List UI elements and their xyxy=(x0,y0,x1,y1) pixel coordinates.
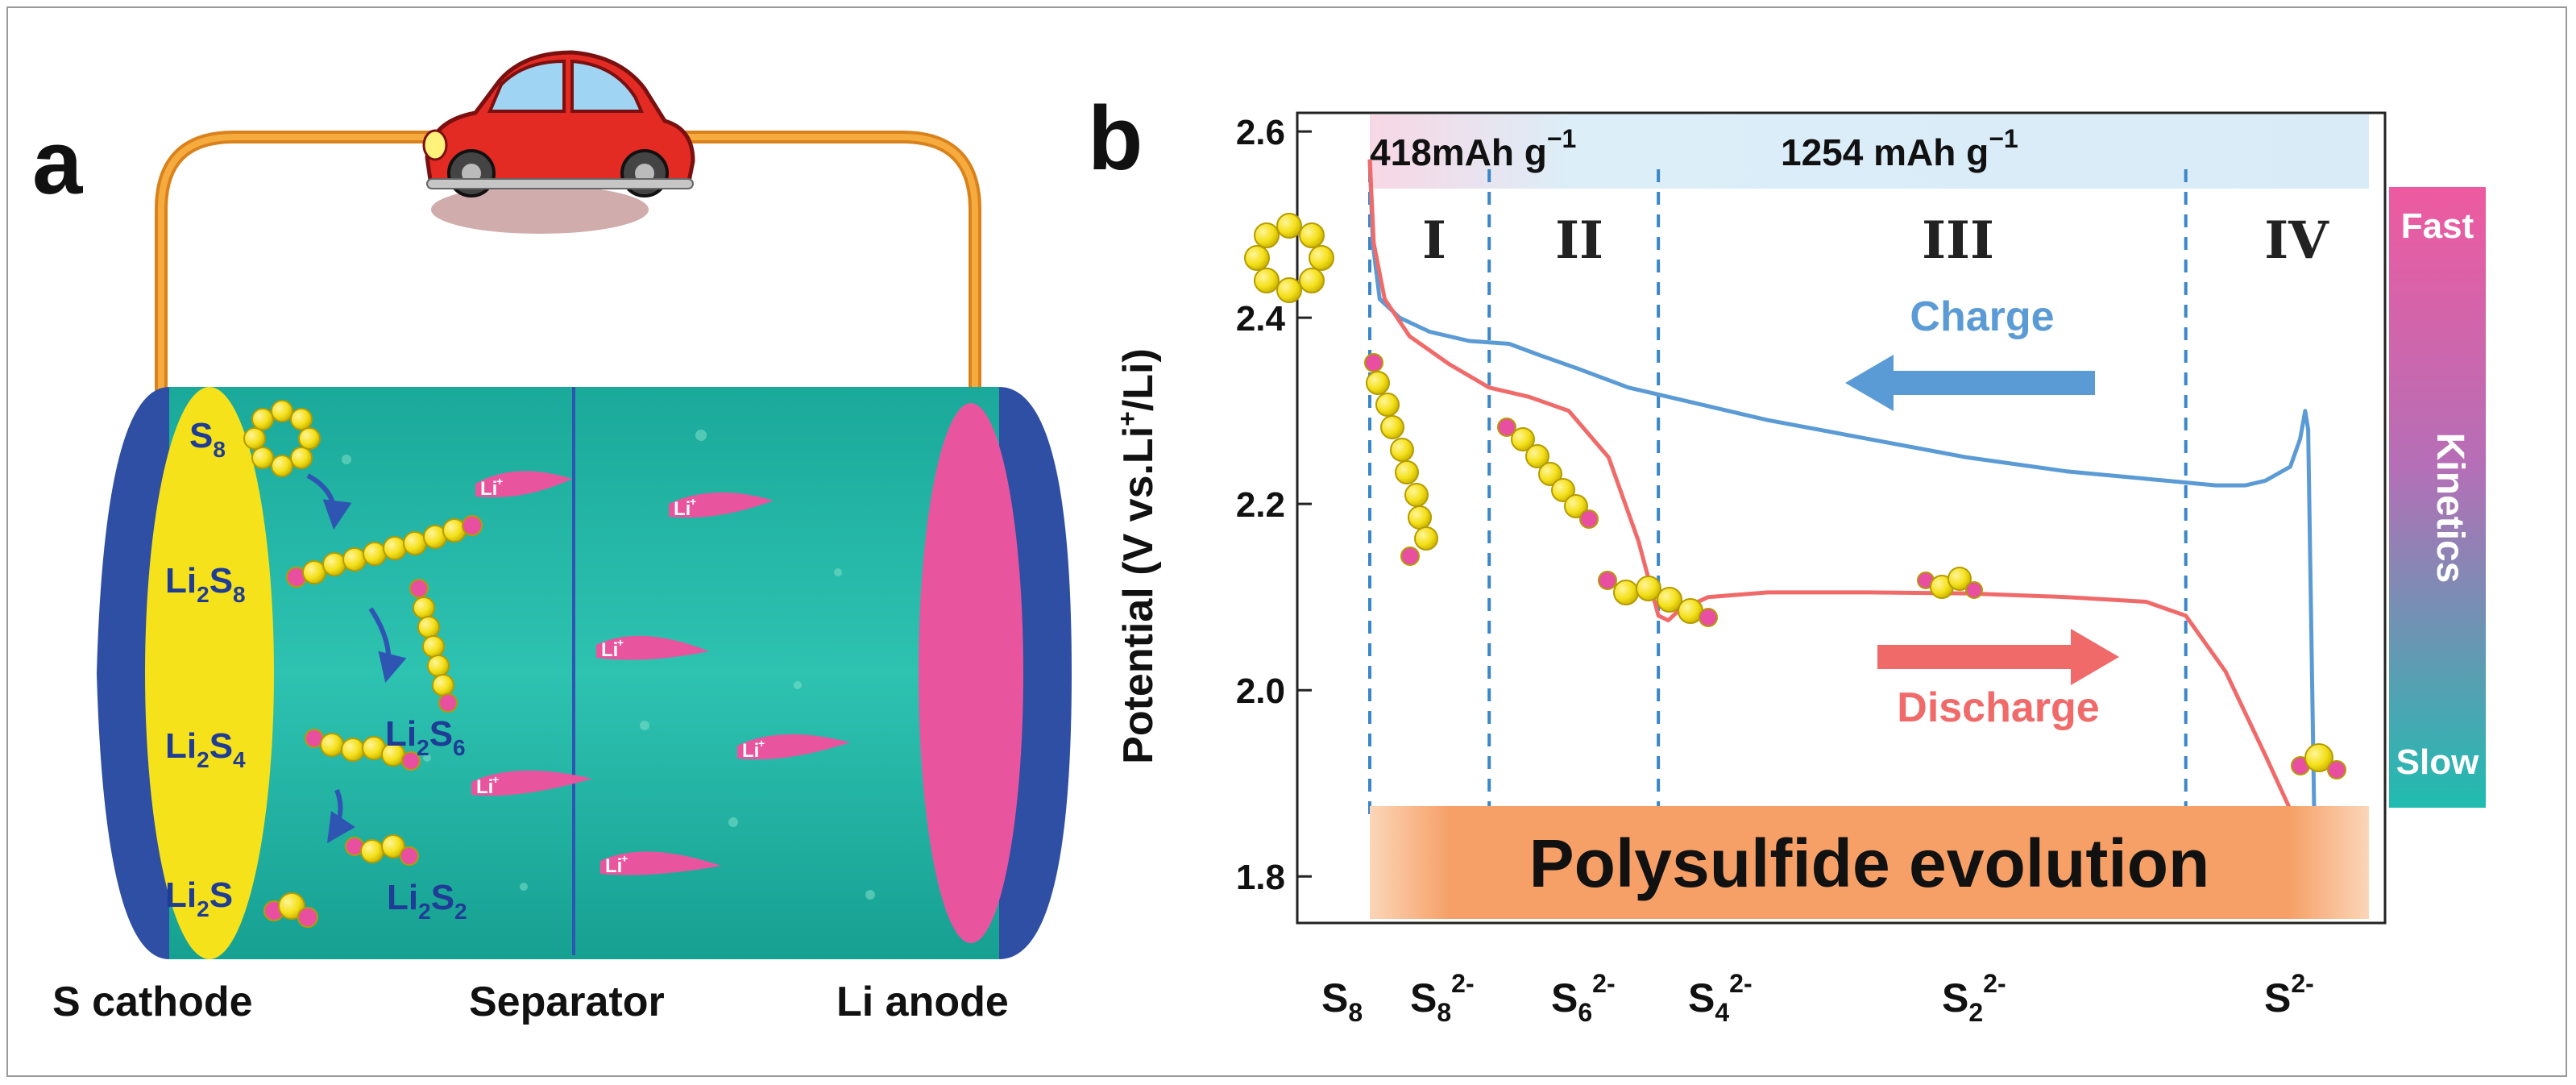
plot-axes xyxy=(1296,111,2387,925)
charge-label: Charge xyxy=(1910,293,2054,340)
discharge-arrow: Discharge xyxy=(1877,629,2119,731)
li-ion: Li + xyxy=(600,851,721,877)
stage-label-4: IV xyxy=(2264,210,2329,271)
y-tick-label: 1.8 xyxy=(1236,858,1285,897)
kinetics-middle-label: Kinetics xyxy=(2429,433,2471,584)
li2s6-chain xyxy=(409,579,458,713)
li-ion: Li + xyxy=(596,635,709,661)
figure-canvas: a xyxy=(32,50,2486,1027)
label-li2s8: Li2S8 xyxy=(165,561,246,607)
capacity-label-first: 418mAh g−1 xyxy=(1370,124,1576,173)
y-axis-ticks: 1.8 2.0 2.2 2.4 2.6 xyxy=(1236,113,1312,897)
s8-ring xyxy=(243,400,321,477)
y-axis-title: Potential (V vs.Li+/Li) xyxy=(1113,348,1162,764)
li-ion: Li + xyxy=(737,734,850,762)
li-ion-base: Li xyxy=(476,776,493,798)
capacity-label-second: 1254 mAh g−1 xyxy=(1781,124,2018,173)
li-ion: Li + xyxy=(471,770,592,798)
stage-label-3: III xyxy=(1922,210,1994,271)
y-tick-label: 2.0 xyxy=(1236,671,1285,711)
bottom-species-label: S2- xyxy=(2264,969,2314,1021)
li-ion-sup: + xyxy=(758,737,765,750)
li-ion-base: Li xyxy=(742,740,759,762)
bottom-species-label: S62- xyxy=(1551,969,1616,1027)
kinetics-bar: Fast Kinetics Slow xyxy=(2389,187,2486,808)
capacity-bar xyxy=(1370,114,2369,189)
y-tick-label: 2.2 xyxy=(1236,485,1285,525)
li-ions: Li + Li + Li + Li + Li + xyxy=(471,471,850,877)
figure-frame: a xyxy=(6,6,2567,1077)
label-s-cathode: S cathode xyxy=(52,979,253,1025)
panel-a: a xyxy=(32,50,1072,1025)
li2s-molecule xyxy=(263,892,318,928)
li2s2-chain xyxy=(345,834,419,866)
kinetics-fast-label: Fast xyxy=(2401,206,2474,246)
charge-arrow: Charge xyxy=(1845,293,2095,411)
bottom-species-labels: S8 S82- S62- S42- S22- S2- xyxy=(1321,969,2314,1027)
stage-dividers xyxy=(1368,169,2188,814)
car-icon xyxy=(422,50,695,234)
discharge-label: Discharge xyxy=(1897,684,2099,731)
plot-s6-chain xyxy=(1497,418,1599,529)
li-ion-sup: + xyxy=(621,852,628,865)
label-separator: Separator xyxy=(469,979,665,1025)
li-ion-sup: + xyxy=(617,636,624,649)
plot-s8-chain xyxy=(1364,353,1438,566)
polysulfide-banner-text: Polysulfide evolution xyxy=(1529,825,2210,901)
right-casing xyxy=(999,387,1072,959)
li-ion-sup: + xyxy=(492,773,499,786)
plot-s-molecule xyxy=(2291,743,2346,779)
bottom-species-label: S22- xyxy=(1942,969,2006,1027)
bottom-species-label: S82- xyxy=(1410,969,1475,1027)
label-li-anode: Li anode xyxy=(836,979,1009,1025)
cathode-layer xyxy=(145,387,274,959)
discharge-curve xyxy=(1367,159,2327,887)
bottom-species-label: S8 xyxy=(1321,975,1363,1027)
stage-label-2: II xyxy=(1555,210,1603,271)
plot-s2-molecule xyxy=(1917,567,1983,599)
label-li2s4: Li2S4 xyxy=(165,726,246,772)
reaction-arrows xyxy=(306,473,407,843)
y-tick-label: 2.6 xyxy=(1236,113,1285,152)
li-ion-base: Li xyxy=(601,639,618,661)
li2s4-chain xyxy=(305,729,421,771)
label-li2s6: Li2S6 xyxy=(385,714,466,760)
bottom-species-label: S42- xyxy=(1688,969,1753,1027)
plot-s8-ring xyxy=(1244,213,1334,303)
li-ion-sup: + xyxy=(496,475,503,488)
left-casing xyxy=(97,387,169,959)
panel-b-label: b xyxy=(1088,88,1143,189)
li-ion-base: Li xyxy=(605,855,622,877)
battery-cell xyxy=(97,387,1072,959)
label-li2s2: Li2S2 xyxy=(387,878,467,924)
li-ion-sup: + xyxy=(690,495,696,508)
li-ion-base: Li xyxy=(674,498,691,520)
li-ion: Li + xyxy=(475,471,572,500)
label-li2s: Li2S xyxy=(165,875,233,921)
label-s8: S8 xyxy=(189,416,226,462)
charge-curve xyxy=(1367,159,2317,877)
curves-layer xyxy=(1367,159,2327,887)
y-tick-label: 2.4 xyxy=(1236,299,1286,339)
li-ion-base: Li xyxy=(480,478,497,500)
anode-layer xyxy=(919,403,1023,943)
panel-a-label: a xyxy=(32,112,83,213)
polysulfide-banner xyxy=(1370,806,2369,919)
kinetics-slow-label: Slow xyxy=(2396,742,2479,782)
li-ion: Li + xyxy=(669,492,774,520)
plot-s4-chain xyxy=(1598,571,1718,627)
panel-b: b Potential (V vs.Li+/Li) 1.8 2.0 2.2 2.4 2.… xyxy=(1088,88,2486,1027)
li2s8-chain xyxy=(286,515,483,588)
stage-label-1: I xyxy=(1422,210,1446,271)
